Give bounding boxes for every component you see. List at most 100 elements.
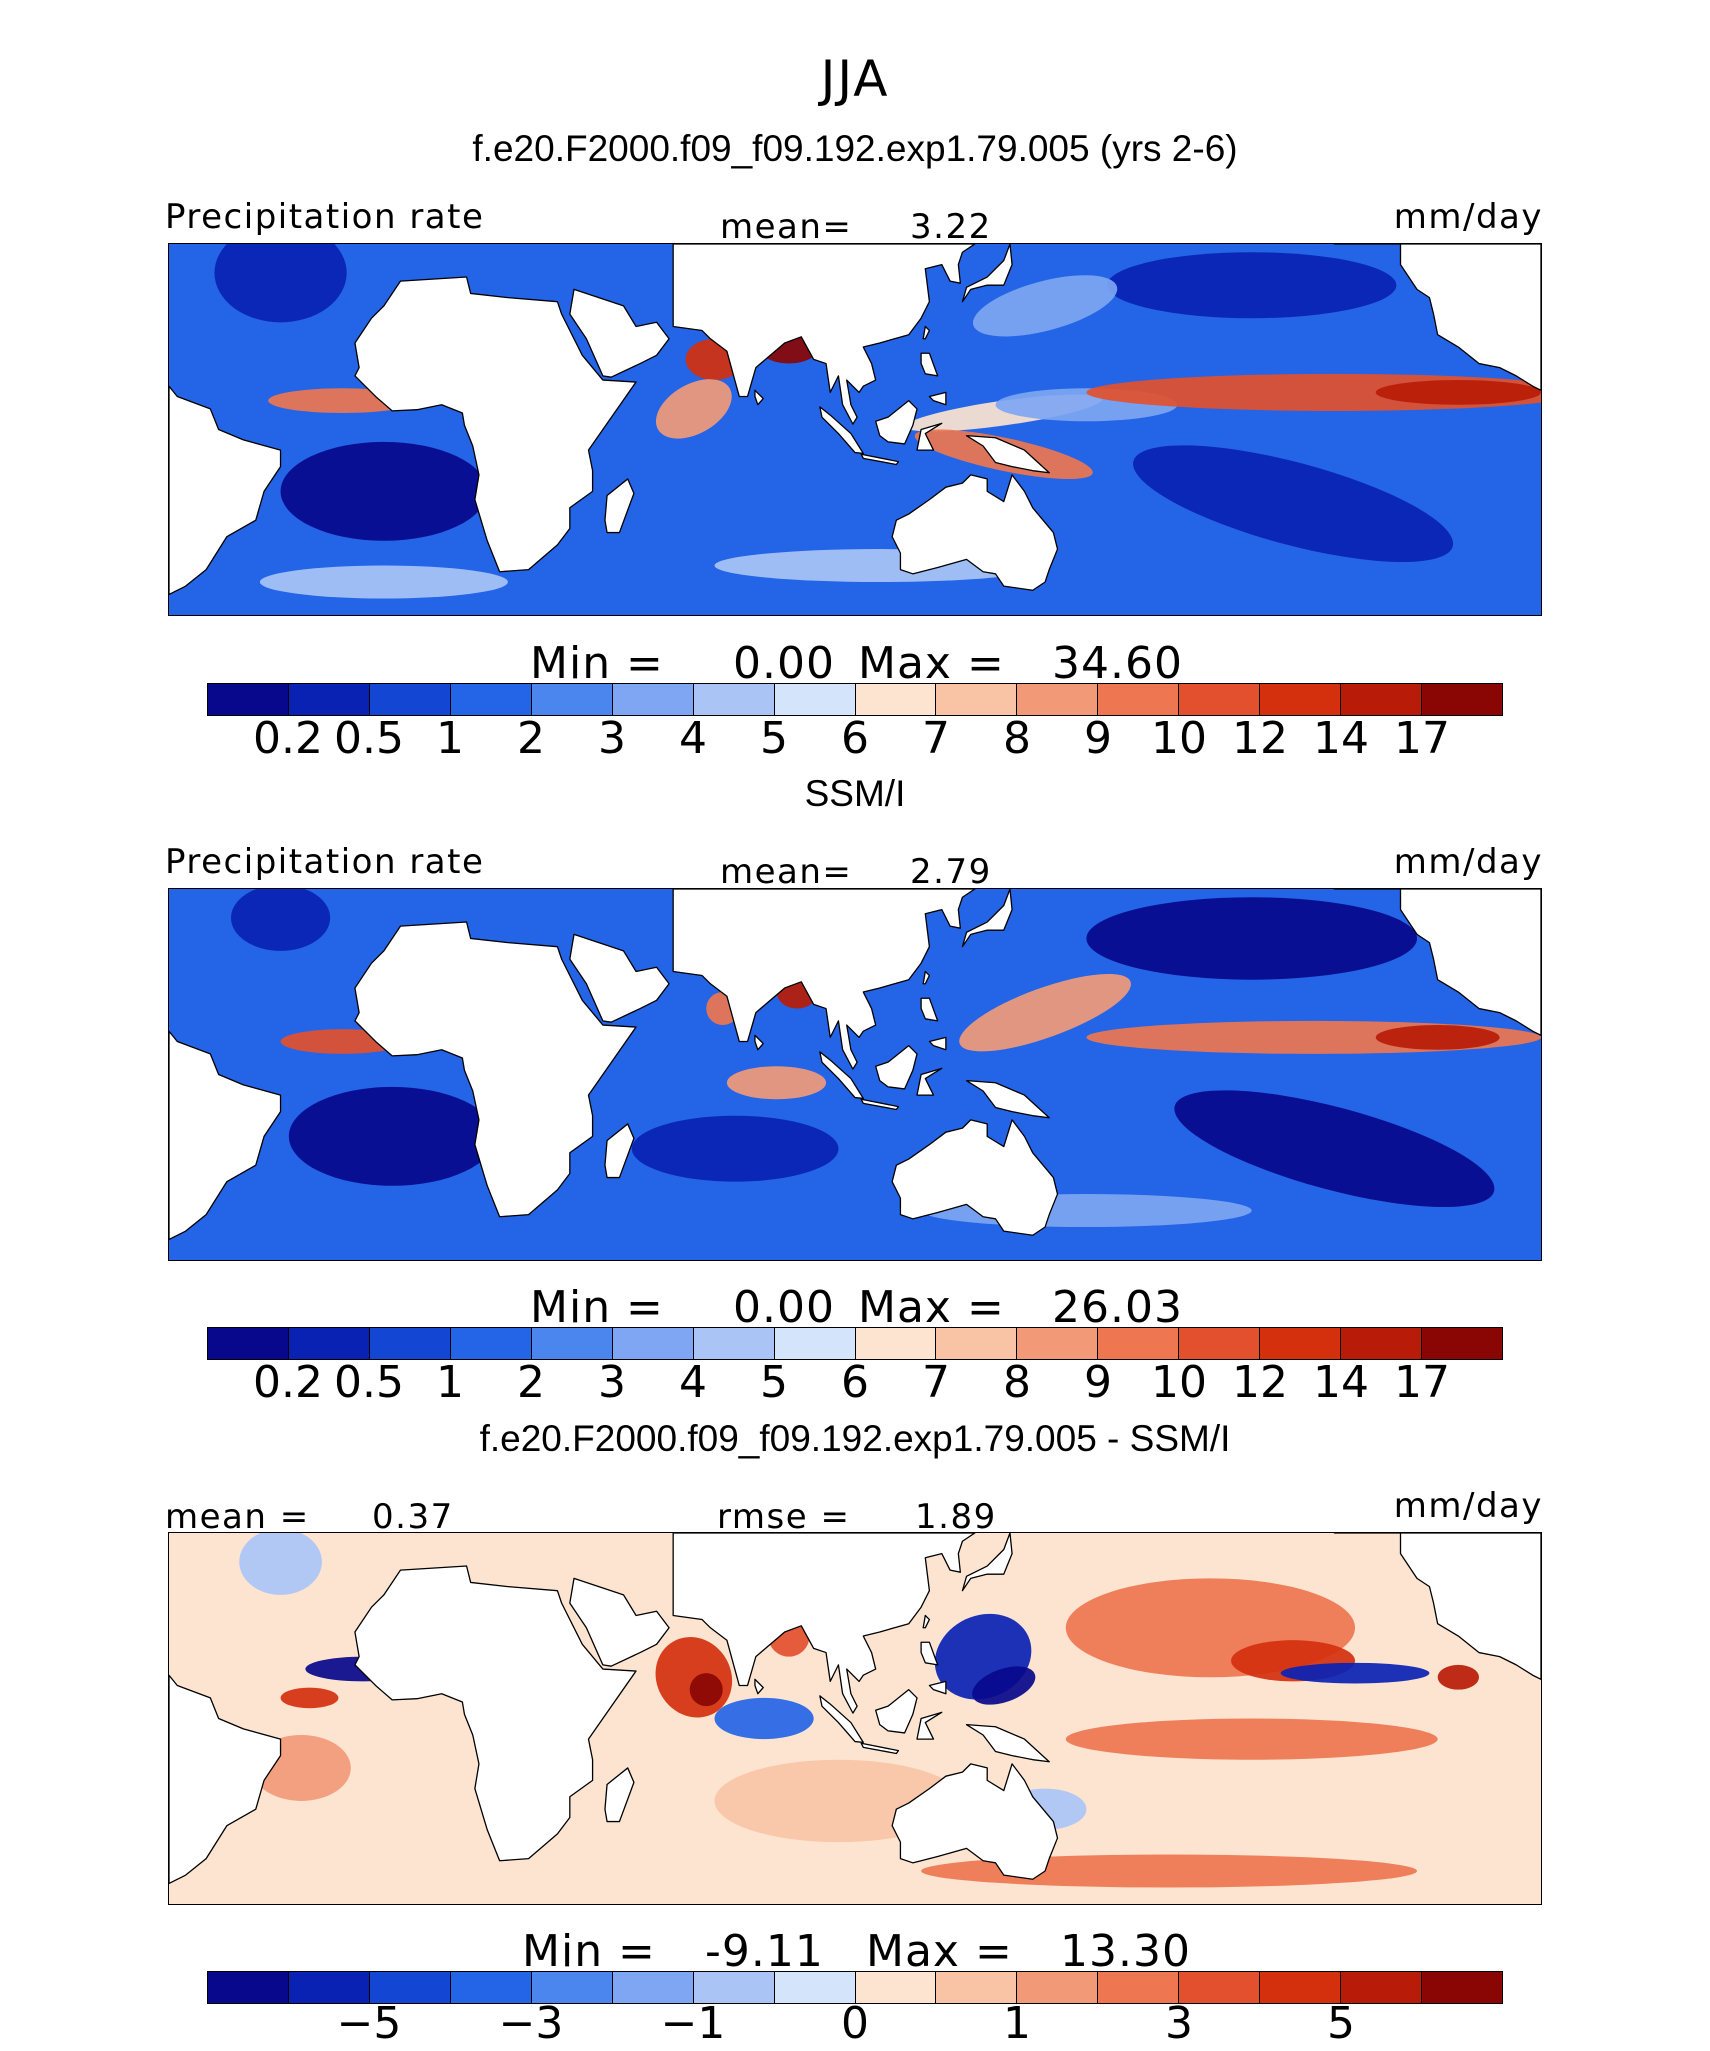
- panel3-rmse-value: 1.89: [915, 1497, 997, 1537]
- colorbar-swatch: [693, 684, 775, 715]
- panel3-mean-label: mean =: [165, 1497, 310, 1537]
- coastline-southAmerica: [169, 385, 282, 596]
- panel1-colorbar: [207, 683, 1503, 716]
- panel1-units: mm/day: [1393, 197, 1543, 237]
- field-feature: [972, 275, 1118, 337]
- colorbar-tick-label: 1: [436, 1357, 464, 1408]
- colorbar-swatch: [369, 684, 451, 715]
- colorbar-swatch: [208, 1972, 289, 2003]
- colorbar-swatch: [1260, 1328, 1342, 1359]
- coastline-australia: [891, 474, 1059, 591]
- coastline-sumatra: [819, 406, 864, 455]
- colorbar-swatch: [1179, 684, 1261, 715]
- coastline-mindanao: [928, 1680, 947, 1695]
- coastline-japan: [961, 1533, 1013, 1592]
- colorbar-tick-label: 7: [922, 713, 950, 764]
- field-feature: [1174, 1090, 1495, 1208]
- colorbar-swatch: [1179, 1328, 1261, 1359]
- colorbar-tick-label: 4: [679, 713, 707, 764]
- coastline-luzon: [920, 997, 939, 1022]
- colorbar-tick-label: 3: [598, 713, 626, 764]
- coastline-taiwan: [922, 970, 931, 985]
- colorbar-swatch: [208, 1328, 289, 1359]
- colorbar-swatch: [1422, 1972, 1502, 2003]
- colorbar-tick-label: 0.5: [334, 1357, 404, 1408]
- colorbar-swatch: [450, 684, 532, 715]
- colorbar-swatch: [612, 1972, 694, 2003]
- coastline-taiwan: [922, 325, 931, 340]
- panel1-mean-label: mean=: [720, 207, 853, 247]
- colorbar-tick-label: 6: [841, 1357, 869, 1408]
- panel1-mean-value: 3.22: [910, 207, 992, 247]
- colorbar-tick-label: 4: [679, 1357, 707, 1408]
- colorbar-tick-label: 9: [1084, 713, 1112, 764]
- panel2-mean-value: 2.79: [910, 852, 992, 892]
- field-feature: [1375, 1025, 1500, 1050]
- colorbar-tick-label: 7: [922, 1357, 950, 1408]
- coastline-southAmerica: [169, 1030, 282, 1241]
- field-feature: [280, 1687, 339, 1709]
- coastline-africa: [354, 1565, 637, 1862]
- colorbar-tick-label: 8: [1003, 713, 1031, 764]
- colorbar-tick-label: 17: [1394, 713, 1450, 764]
- field-feature: [1375, 380, 1541, 405]
- field-feature: [714, 1697, 814, 1740]
- coastline-newGuinea: [965, 1080, 1050, 1119]
- field-feature: [231, 889, 331, 951]
- coastline-borneo: [875, 1045, 918, 1090]
- colorbar-swatch: [1179, 1972, 1261, 2003]
- colorbar-swatch: [369, 1328, 451, 1359]
- field-feature: [288, 1086, 496, 1186]
- colorbar-swatch: [855, 684, 937, 715]
- panel2-units: mm/day: [1393, 842, 1543, 882]
- colorbar-swatch: [288, 684, 370, 715]
- panel3-min-value: -9.11: [705, 1926, 824, 1977]
- colorbar-swatch: [1260, 684, 1342, 715]
- panel1-max-label: Max =: [858, 638, 1005, 689]
- field-feature: [1280, 1662, 1430, 1684]
- colorbar-swatch: [1341, 1972, 1423, 2003]
- colorbar-swatch: [774, 684, 856, 715]
- panel1-variable-label: Precipitation rate: [165, 197, 485, 237]
- colorbar-tick-label: 12: [1232, 1357, 1288, 1408]
- colorbar-swatch: [774, 1972, 856, 2003]
- coastline-java: [860, 1098, 900, 1111]
- panel2-min-label: Min =: [530, 1282, 664, 1333]
- panel2-title: SSM/I: [804, 773, 906, 814]
- colorbar-tick-label: 10: [1151, 713, 1207, 764]
- coastline-newGuinea: [965, 1724, 1050, 1763]
- colorbar-swatch: [936, 1328, 1018, 1359]
- colorbar-tick-label: 1: [436, 713, 464, 764]
- coastline-borneo: [875, 400, 918, 445]
- colorbar-swatch: [612, 684, 694, 715]
- colorbar-swatch: [288, 1328, 370, 1359]
- panel3-min-label: Min =: [522, 1926, 656, 1977]
- coastline-sulawesi: [916, 1067, 943, 1096]
- coastline-luzon: [920, 352, 939, 377]
- coastline-africa: [354, 276, 637, 573]
- coastline-sumatra: [819, 1695, 864, 1744]
- panel3-rmse-label: rmse =: [717, 1497, 851, 1537]
- field-feature: [726, 1066, 827, 1100]
- field-feature: [655, 379, 732, 439]
- panel2-max-value: 26.03: [1052, 1282, 1183, 1333]
- colorbar-swatch: [1260, 1972, 1342, 2003]
- colorbar-swatch: [1098, 684, 1180, 715]
- colorbar-swatch: [936, 684, 1018, 715]
- colorbar-tick-label: 3: [598, 1357, 626, 1408]
- coastline-luzon: [920, 1641, 939, 1666]
- colorbar-swatch: [208, 684, 289, 715]
- colorbar-tick-label: 2: [517, 713, 545, 764]
- coastline-southAmerica: [169, 1674, 282, 1885]
- panel3-map: [168, 1532, 1542, 1905]
- panel3-colorbar: [207, 1971, 1503, 2004]
- colorbar-tick-label: 14: [1313, 1357, 1369, 1408]
- coastline-australia: [891, 1763, 1059, 1880]
- coastline-asia: [672, 889, 976, 1070]
- colorbar-swatch: [1098, 1328, 1180, 1359]
- coastline-sulawesi: [916, 422, 943, 451]
- colorbar-tick-label: 6: [841, 713, 869, 764]
- colorbar-tick-label: 3: [1165, 1998, 1193, 2049]
- colorbar-tick-label: 2: [517, 1357, 545, 1408]
- panel3-title: f.e20.F2000.f09_f09.192.exp1.79.005 - SS…: [479, 1418, 1231, 1459]
